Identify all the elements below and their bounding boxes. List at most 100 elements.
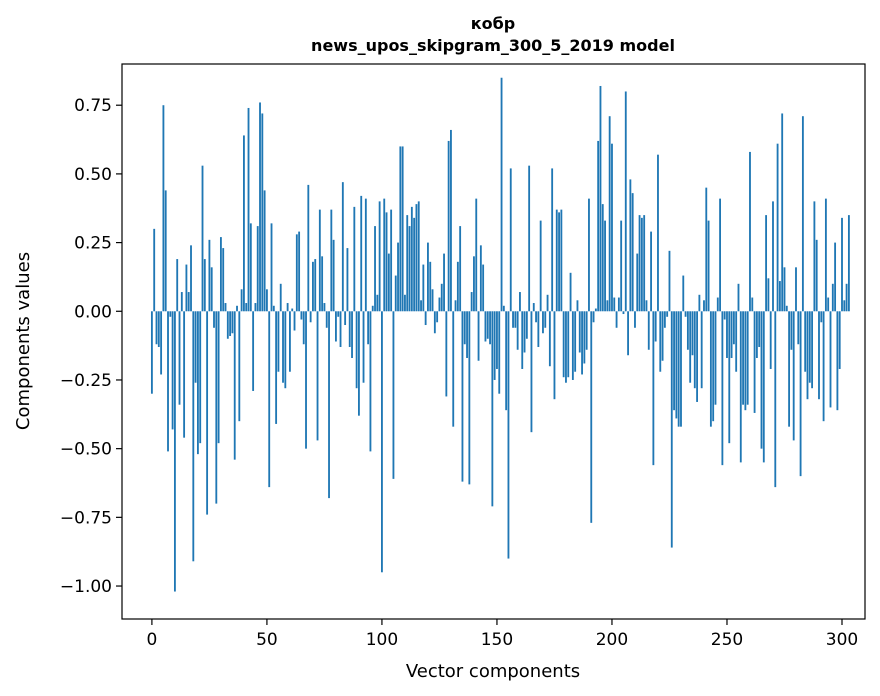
bar-299 (838, 311, 841, 369)
bar-297 (834, 242, 837, 312)
bar-0 (150, 311, 153, 394)
bar-58 (284, 311, 287, 389)
bar-277 (788, 311, 791, 427)
bar-48 (261, 113, 264, 312)
bar-49 (263, 190, 266, 312)
bar-39 (240, 289, 243, 312)
bar-172 (546, 294, 549, 312)
bar-144 (482, 264, 485, 312)
bar-294 (827, 297, 830, 312)
bar-118 (422, 264, 425, 312)
bar-109 (401, 146, 404, 312)
bar-280 (795, 267, 797, 312)
bar-288 (813, 201, 816, 312)
bar-248 (721, 311, 724, 466)
bar-95 (369, 311, 372, 452)
bar-263 (755, 311, 758, 358)
bar-296 (831, 283, 834, 312)
bar-228 (675, 311, 678, 419)
bar-105 (392, 311, 395, 479)
bar-20 (196, 311, 199, 455)
bar-300 (841, 217, 843, 312)
bar-92 (362, 311, 365, 383)
bar-96 (371, 305, 374, 312)
bar-33 (226, 311, 229, 339)
bar-240 (703, 300, 705, 312)
bar-216 (647, 311, 650, 350)
bar-74 (321, 256, 324, 312)
bar-284 (804, 311, 807, 372)
bar-237 (696, 311, 698, 402)
bar-273 (778, 281, 781, 312)
bar-197 (604, 220, 606, 312)
bar-63 (295, 234, 298, 312)
bar-301 (843, 300, 846, 312)
bar-16 (187, 292, 190, 312)
bar-82 (339, 311, 342, 347)
bar-67 (305, 311, 307, 449)
bar-262 (753, 311, 756, 413)
bar-279 (792, 311, 795, 441)
bar-70 (312, 261, 314, 312)
bar-258 (744, 311, 747, 411)
bar-169 (539, 220, 542, 312)
bar-108 (399, 146, 402, 312)
bar-2 (155, 311, 158, 345)
bar-9 (171, 311, 174, 430)
bar-190 (588, 198, 590, 312)
bar-122 (431, 289, 434, 312)
bar-255 (737, 283, 740, 312)
bar-139 (470, 292, 473, 312)
bar-278 (790, 311, 793, 350)
bar-194 (597, 140, 600, 312)
bar-19 (194, 311, 197, 383)
bar-138 (468, 311, 471, 485)
bar-71 (314, 259, 317, 312)
bar-159 (516, 311, 519, 350)
bar-168 (537, 311, 540, 347)
bar-123 (433, 311, 436, 334)
bar-250 (726, 311, 728, 358)
bar-94 (367, 311, 370, 345)
bar-111 (406, 215, 409, 312)
bar-46 (256, 226, 259, 312)
bar-128 (445, 311, 448, 397)
x-axis-label: Vector components (406, 661, 580, 682)
bar-101 (383, 198, 386, 312)
bar-10 (173, 311, 176, 592)
bar-145 (484, 311, 487, 342)
bar-191 (590, 311, 593, 523)
bar-205 (622, 311, 625, 315)
bar-196 (601, 204, 604, 312)
bar-233 (686, 311, 689, 350)
bar-242 (707, 220, 710, 312)
x-tick-label: 0 (146, 630, 157, 650)
bar-83 (341, 182, 344, 312)
bar-166 (532, 303, 535, 312)
bar-110 (404, 294, 406, 312)
bar-106 (394, 275, 397, 312)
bar-157 (512, 311, 514, 328)
y-axis-label: Components values (13, 252, 34, 430)
bar-43 (249, 223, 252, 312)
bar-57 (282, 311, 284, 383)
bar-209 (631, 193, 634, 312)
bar-85 (346, 248, 349, 312)
bar-56 (279, 283, 282, 312)
x-tick-label: 150 (481, 630, 513, 650)
bar-234 (689, 311, 692, 383)
bar-265 (760, 311, 763, 449)
bar-52 (270, 223, 273, 312)
bar-269 (769, 311, 772, 369)
bar-290 (818, 311, 820, 400)
bar-283 (801, 116, 804, 312)
bar-78 (330, 209, 333, 312)
bar-229 (677, 311, 680, 427)
y-tick-label: −0.25 (60, 371, 112, 391)
bar-158 (514, 311, 517, 328)
bar-275 (783, 267, 786, 312)
x-tick-label: 100 (366, 630, 398, 650)
bar-149 (493, 311, 496, 380)
bar-230 (680, 311, 682, 427)
bar-162 (523, 311, 526, 353)
